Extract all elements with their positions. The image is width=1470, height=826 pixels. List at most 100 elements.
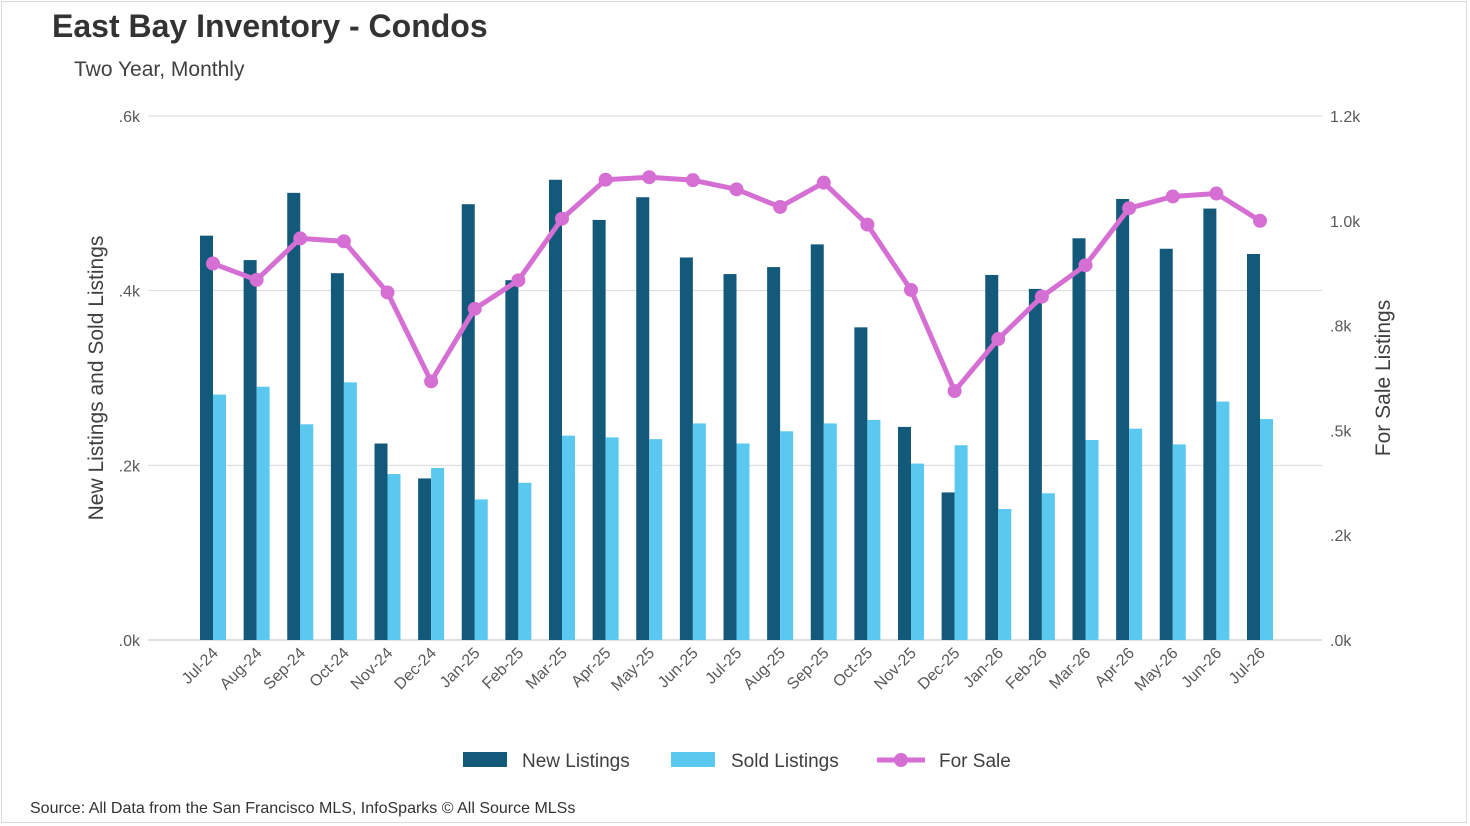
bar-new-listings [461,204,475,640]
bar-sold-listings [562,435,575,640]
bar-new-listings [767,267,781,640]
x-tick-label: Dec-24 [391,645,440,694]
bar-new-listings [243,260,257,640]
bar-sold-listings [431,467,445,640]
bar-new-listings [330,273,344,640]
bar-sold-listings [1041,493,1055,640]
x-tick-label: May-26 [1132,645,1182,695]
bar-new-listings [810,244,824,640]
bar-sold-listings [1129,428,1143,640]
right-axis: .0k .2k .5k .8k 1.0k 1.2k [1330,109,1361,650]
bar-new-listings [679,257,693,640]
bar-sold-listings [780,431,794,640]
point-for-sale [1078,258,1093,273]
x-tick-label: Jun-25 [655,645,702,692]
point-for-sale [1034,289,1049,304]
right-tick-label: .0k [1330,633,1352,650]
x-tick-label: Jul-26 [1226,645,1269,688]
x-tick-label: Jan-26 [960,645,1007,692]
x-tick-label: Sep-25 [784,645,833,694]
right-tick-label: 1.2k [1330,109,1361,126]
legend-swatch-for-sale-marker [894,753,908,767]
x-tick-label: Feb-26 [1003,645,1051,693]
bar-sold-listings [1172,444,1186,640]
line-series [206,170,1267,398]
bar-sold-listings [518,482,532,640]
x-tick-label: Oct-25 [830,645,876,691]
bar-sold-listings [1260,419,1273,640]
legend-swatch-new-listings [463,752,507,767]
legend-swatch-sold-listings [671,752,715,767]
bar-sold-listings [823,423,837,640]
x-tick-label: Jan-25 [437,645,484,692]
x-tick-label: Mar-26 [1046,645,1094,693]
bar-new-listings [287,192,301,640]
point-for-sale [555,211,569,226]
bar-sold-listings [474,499,488,640]
left-axis: .0k .2k .4k .6k [119,109,141,650]
bar-new-listings [505,280,519,640]
point-for-sale [249,272,264,287]
bar-new-listings [1247,253,1260,640]
right-tick-label: 1.0k [1330,214,1361,231]
bar-new-listings [1159,248,1173,640]
bar-sold-listings [1216,401,1230,640]
x-tick-label: Dec-25 [915,645,964,694]
bar-sold-listings [213,394,226,640]
x-tick-label: Jul-25 [702,645,745,688]
bar-new-listings [723,274,737,640]
x-tick-label: Jun-26 [1179,645,1226,692]
x-tick-label: Nov-24 [348,645,397,694]
bar-sold-listings [649,439,663,640]
left-tick-label: .2k [119,458,141,475]
chart-subtitle: Two Year, Monthly [74,58,245,81]
bar-series [200,179,1273,640]
legend-label-sold-listings: Sold Listings [731,751,839,772]
point-for-sale [598,172,613,187]
bar-sold-listings [256,386,270,640]
x-tick-label: Aug-24 [217,645,266,694]
x-tick-label: Apr-25 [568,645,614,691]
point-for-sale [947,383,962,398]
bar-sold-listings [692,423,706,640]
bar-new-listings [592,219,606,640]
x-tick-label: Aug-25 [740,645,789,694]
legend-label-for-sale: For Sale [939,751,1011,772]
bar-new-listings [549,179,562,640]
bar-sold-listings [1085,440,1099,640]
x-tick-label: Jul-24 [179,645,222,688]
point-for-sale [380,285,395,300]
x-axis: Jul-24Aug-24Sep-24Oct-24Nov-24Dec-24Jan-… [179,645,1269,695]
left-tick-label: .6k [119,109,141,126]
bar-new-listings [200,235,213,640]
chart-title: East Bay Inventory - Condos [52,8,488,44]
point-for-sale [1165,189,1180,204]
bar-sold-listings [387,474,401,640]
point-for-sale [511,273,526,288]
bar-sold-listings [736,443,750,640]
bar-new-listings [854,327,868,640]
left-tick-label: .4k [119,284,141,301]
bar-sold-listings [954,445,968,640]
bar-sold-listings [300,424,314,640]
right-axis-title: For Sale Listings [1372,300,1395,456]
bar-new-listings [418,478,432,640]
point-for-sale [293,231,308,246]
bar-sold-listings [605,437,619,640]
bar-new-listings [636,197,650,640]
point-for-sale [685,173,700,188]
source-note: Source: All Data from the San Francisco … [30,800,576,817]
left-axis-title: New Listings and Sold Listings [85,236,108,521]
bar-new-listings [985,274,999,640]
bar-new-listings [1072,238,1086,640]
point-for-sale [1122,201,1137,216]
bar-new-listings [1116,198,1130,640]
x-tick-label: Feb-25 [479,645,527,693]
bar-new-listings [1028,288,1042,640]
point-for-sale [336,234,351,249]
x-tick-label: May-25 [608,645,658,695]
right-tick-label: .2k [1330,528,1352,545]
point-for-sale [816,175,831,190]
x-tick-label: Mar-25 [523,645,571,693]
